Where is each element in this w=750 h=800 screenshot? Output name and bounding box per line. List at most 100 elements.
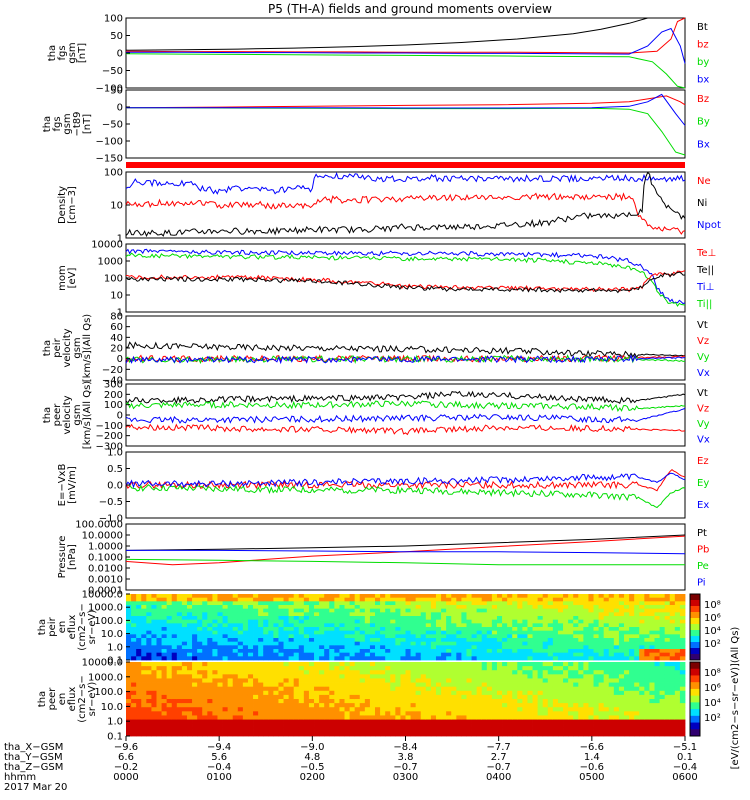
heatmap-cell: [288, 715, 295, 720]
heatmap-cell: [649, 703, 655, 708]
heatmap-cell: [410, 597, 417, 602]
heatmap-cell: [608, 719, 615, 725]
heatmap-cell: [258, 670, 264, 675]
heatmap-cell: [375, 656, 381, 661]
heatmap-cell: [136, 703, 142, 708]
heatmap-cell: [258, 707, 264, 712]
heatmap-cell: [639, 703, 645, 708]
heatmap-cell: [578, 674, 584, 679]
heatmap-cell: [283, 649, 290, 654]
heatmap-cell: [242, 727, 249, 733]
heatmap-cell: [466, 666, 472, 671]
heatmap-cell: [502, 597, 508, 602]
heatmap-cell: [207, 605, 213, 610]
heatmap-cell: [542, 666, 549, 671]
heatmap-cell: [522, 601, 528, 606]
heatmap-cell: [202, 707, 208, 712]
heatmap-cell: [512, 715, 518, 720]
heatmap-cell: [385, 711, 391, 716]
heatmap-cell: [293, 682, 300, 688]
heatmap-cell: [268, 630, 274, 635]
heatmap-cell: [542, 703, 549, 708]
heatmap-cell: [557, 723, 564, 729]
heatmap-cell: [186, 723, 193, 729]
heatmap-cell: [344, 630, 350, 635]
heatmap-cell: [435, 731, 442, 737]
heatmap-cell: [400, 715, 406, 720]
heatmap-cell: [502, 638, 508, 643]
heatmap-cell: [126, 699, 132, 704]
heatmap-cell: [385, 715, 391, 720]
heatmap-cell: [476, 731, 483, 737]
heatmap-cell: [613, 597, 620, 602]
heatmap-cell: [308, 678, 315, 683]
heatmap-cell: [308, 731, 315, 737]
heatmap-cell: [517, 727, 523, 733]
heatmap-cell: [293, 605, 300, 610]
heatmap-cell: [293, 662, 300, 667]
heatmap-cell: [273, 630, 279, 635]
heatmap-cell: [349, 634, 356, 639]
heatmap-cell: [664, 699, 671, 704]
heatmap-cell: [593, 623, 600, 628]
heatmap-cell: [258, 627, 264, 632]
panel-fgs_gsm_t89: thafgsgsm−t89[nT]: [42, 89, 686, 159]
heatmap-cell: [410, 652, 417, 657]
heatmap-cell: [283, 662, 290, 667]
heatmap-cell: [324, 723, 330, 729]
heatmap-cell: [486, 670, 493, 675]
heatmap-cell: [542, 619, 549, 624]
heatmap-cell: [227, 641, 234, 646]
heatmap-cell: [395, 711, 401, 716]
heatmap-cell: [308, 711, 315, 716]
heatmap-cell: [131, 690, 137, 696]
heatmap-cell: [324, 638, 330, 643]
heatmap-cell: [344, 594, 350, 599]
heatmap-cell: [613, 638, 620, 643]
heatmap-cell: [481, 686, 488, 692]
heatmap-cell: [344, 666, 350, 671]
heatmap-cell: [481, 666, 488, 671]
heatmap-cell: [532, 619, 539, 624]
heatmap-cell: [141, 694, 147, 700]
heatmap-cell: [319, 719, 325, 725]
heatmap-cell: [202, 601, 208, 606]
heatmap-cell: [319, 674, 325, 679]
heatmap-cell: [298, 690, 305, 696]
heatmap-cell: [441, 656, 447, 661]
heatmap-cell: [303, 594, 310, 599]
heatmap-cell: [573, 616, 579, 621]
heatmap-cell: [131, 674, 137, 679]
heatmap-cell: [319, 723, 325, 729]
heatmap-cell: [349, 656, 356, 661]
heatmap-cell: [303, 694, 310, 700]
heatmap-cell: [486, 731, 493, 737]
heatmap-cell: [624, 594, 630, 599]
heatmap-cell: [400, 731, 406, 737]
heatmap-cell: [502, 670, 508, 675]
x-tick-label: −0.7: [393, 762, 417, 773]
heatmap-cell: [375, 666, 381, 671]
heatmap-cell: [598, 616, 605, 621]
heatmap-cell: [573, 686, 579, 692]
heatmap-cell: [654, 711, 660, 716]
heatmap-cell: [512, 690, 518, 696]
heatmap-cell: [603, 608, 610, 613]
heatmap-cell: [380, 623, 386, 628]
heatmap-cell: [588, 674, 594, 679]
heatmap-cell: [359, 666, 366, 671]
heatmap-cell: [227, 719, 234, 725]
heatmap-cell: [456, 652, 462, 657]
heatmap-cell: [380, 652, 386, 657]
heatmap-cell: [654, 627, 660, 632]
heatmap-cell: [491, 634, 498, 639]
heatmap-cell: [557, 630, 564, 635]
heatmap-cell: [247, 678, 254, 683]
heatmap-cell: [278, 731, 284, 737]
heatmap-cell: [192, 652, 198, 657]
heatmap-cell: [527, 707, 533, 712]
heatmap-cell: [161, 623, 168, 628]
heatmap-cell: [298, 682, 305, 688]
heatmap-cell: [486, 656, 493, 661]
heatmap-cell: [654, 634, 660, 639]
